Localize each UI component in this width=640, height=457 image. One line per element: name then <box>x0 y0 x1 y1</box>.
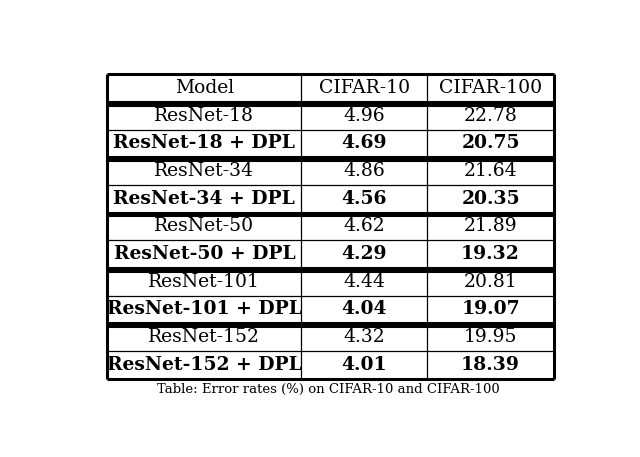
Text: Table: Error rates (%) on CIFAR-10 and CIFAR-100: Table: Error rates (%) on CIFAR-10 and C… <box>157 383 499 396</box>
Text: CIFAR-100: CIFAR-100 <box>439 79 542 97</box>
Text: ResNet-18: ResNet-18 <box>154 106 254 125</box>
Text: 19.32: 19.32 <box>461 245 520 263</box>
Text: 21.64: 21.64 <box>464 162 517 180</box>
Text: 20.35: 20.35 <box>461 190 520 208</box>
Text: 19.95: 19.95 <box>464 328 517 346</box>
Text: 18.39: 18.39 <box>461 356 520 374</box>
Text: ResNet-34 + DPL: ResNet-34 + DPL <box>113 190 295 208</box>
Text: ResNet-34: ResNet-34 <box>154 162 254 180</box>
Text: 4.44: 4.44 <box>344 273 385 291</box>
Text: 4.32: 4.32 <box>344 328 385 346</box>
Text: ResNet-101 + DPL: ResNet-101 + DPL <box>107 300 302 319</box>
Text: 4.01: 4.01 <box>342 356 387 374</box>
Text: 20.81: 20.81 <box>463 273 517 291</box>
Text: 22.78: 22.78 <box>463 106 518 125</box>
Text: 19.07: 19.07 <box>461 300 520 319</box>
Text: 4.86: 4.86 <box>344 162 385 180</box>
Text: ResNet-152: ResNet-152 <box>148 328 260 346</box>
Text: 4.96: 4.96 <box>344 106 385 125</box>
Text: ResNet-50 + DPL: ResNet-50 + DPL <box>113 245 295 263</box>
Text: 4.04: 4.04 <box>342 300 387 319</box>
Text: ResNet-152 + DPL: ResNet-152 + DPL <box>107 356 301 374</box>
Text: ResNet-101: ResNet-101 <box>148 273 260 291</box>
Text: ResNet-18 + DPL: ResNet-18 + DPL <box>113 134 295 152</box>
Text: 4.56: 4.56 <box>342 190 387 208</box>
Text: 20.75: 20.75 <box>461 134 520 152</box>
Text: 4.29: 4.29 <box>342 245 387 263</box>
Text: 4.69: 4.69 <box>342 134 387 152</box>
Text: CIFAR-10: CIFAR-10 <box>319 79 410 97</box>
Text: 21.89: 21.89 <box>464 218 517 235</box>
Text: ResNet-50: ResNet-50 <box>154 218 255 235</box>
Text: Model: Model <box>175 79 234 97</box>
Text: 4.62: 4.62 <box>344 218 385 235</box>
